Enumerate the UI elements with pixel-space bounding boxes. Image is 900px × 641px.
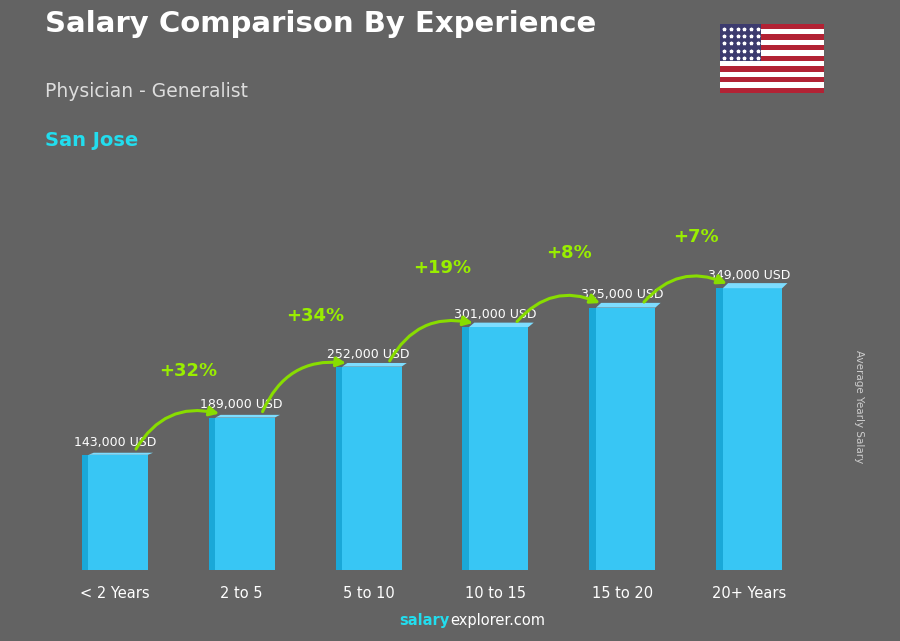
- Bar: [82, 455, 148, 570]
- Polygon shape: [590, 303, 661, 308]
- Text: 143,000 USD: 143,000 USD: [74, 436, 156, 449]
- Bar: [716, 288, 782, 570]
- Bar: [720, 45, 824, 51]
- Text: +19%: +19%: [413, 259, 472, 277]
- Bar: [590, 308, 596, 570]
- Text: Average Yearly Salary: Average Yearly Salary: [854, 351, 865, 463]
- Bar: [209, 418, 274, 570]
- Text: +7%: +7%: [673, 228, 719, 246]
- Polygon shape: [336, 363, 407, 367]
- Bar: [720, 61, 824, 66]
- Bar: [720, 88, 824, 93]
- Bar: [720, 77, 824, 82]
- Text: 349,000 USD: 349,000 USD: [708, 269, 790, 282]
- Polygon shape: [209, 415, 280, 418]
- Text: 10 to 15: 10 to 15: [465, 586, 526, 601]
- Bar: [209, 418, 215, 570]
- Text: 325,000 USD: 325,000 USD: [581, 288, 663, 301]
- Text: Physician - Generalist: Physician - Generalist: [45, 82, 248, 101]
- Bar: [82, 455, 88, 570]
- Text: San Jose: San Jose: [45, 131, 139, 151]
- Bar: [720, 40, 824, 45]
- Text: salary: salary: [400, 613, 450, 628]
- Bar: [720, 35, 824, 40]
- Polygon shape: [716, 283, 788, 288]
- Bar: [716, 288, 723, 570]
- Bar: [336, 367, 342, 570]
- Bar: [336, 367, 401, 570]
- Text: +8%: +8%: [546, 244, 592, 262]
- Bar: [720, 72, 824, 77]
- Bar: [720, 29, 824, 35]
- Polygon shape: [463, 322, 534, 327]
- Bar: [720, 82, 824, 88]
- Text: 20+ Years: 20+ Years: [712, 586, 787, 601]
- Text: 15 to 20: 15 to 20: [592, 586, 652, 601]
- Bar: [463, 327, 528, 570]
- Text: 252,000 USD: 252,000 USD: [328, 347, 410, 360]
- Text: 2 to 5: 2 to 5: [220, 586, 263, 601]
- Bar: [720, 24, 824, 29]
- Bar: [720, 24, 761, 61]
- Bar: [720, 66, 824, 72]
- Text: < 2 Years: < 2 Years: [80, 586, 149, 601]
- Text: Salary Comparison By Experience: Salary Comparison By Experience: [45, 10, 596, 38]
- Bar: [720, 51, 824, 56]
- Bar: [463, 327, 469, 570]
- Text: 301,000 USD: 301,000 USD: [454, 308, 536, 321]
- Text: +32%: +32%: [159, 362, 218, 380]
- Text: +34%: +34%: [286, 307, 345, 325]
- Polygon shape: [82, 453, 153, 455]
- Bar: [720, 56, 824, 61]
- Text: 5 to 10: 5 to 10: [343, 586, 394, 601]
- Text: explorer.com: explorer.com: [450, 613, 545, 628]
- Text: 189,000 USD: 189,000 USD: [201, 399, 283, 412]
- Bar: [590, 308, 655, 570]
